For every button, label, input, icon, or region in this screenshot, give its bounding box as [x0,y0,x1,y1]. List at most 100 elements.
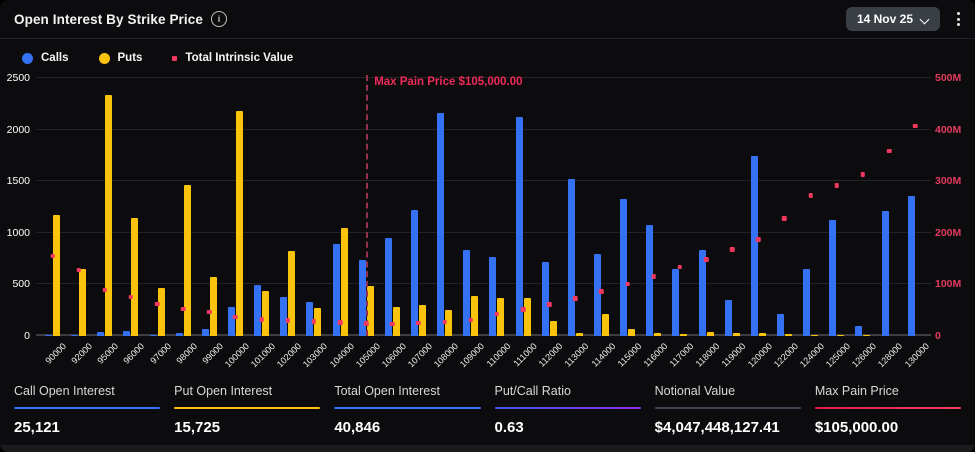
calls-bar[interactable] [227,306,235,336]
bar-group-119000[interactable] [724,78,740,336]
bar-group-107000[interactable] [410,78,426,336]
calls-bar[interactable] [698,250,706,336]
intrinsic-value-dot[interactable] [677,264,683,270]
puts-bar[interactable] [314,308,322,336]
puts-bar[interactable] [157,287,165,336]
puts-bar[interactable] [523,297,531,336]
bar-group-114000[interactable] [593,78,609,336]
puts-bar[interactable] [340,227,348,336]
puts-bar[interactable] [445,309,453,336]
puts-bar[interactable] [680,334,688,336]
calls-bar[interactable] [567,179,575,336]
intrinsic-value-dot[interactable] [363,321,369,326]
calls-bar[interactable] [907,196,915,336]
calls-bar[interactable] [332,244,340,336]
puts-bar[interactable] [628,328,636,336]
bar-group-110000[interactable] [489,78,505,336]
bar-group-98000[interactable] [175,78,191,336]
calls-bar[interactable] [829,219,837,336]
puts-bar[interactable] [732,332,740,336]
bar-group-104000[interactable] [332,78,348,336]
puts-bar[interactable] [105,95,113,336]
info-icon[interactable]: i [210,11,227,27]
bar-group-112000[interactable] [541,78,557,336]
calls-bar[interactable] [750,155,758,336]
intrinsic-value-dot[interactable] [651,274,656,279]
calls-bar[interactable] [593,254,601,336]
calls-bar[interactable] [646,224,654,336]
calls-bar[interactable] [384,237,392,336]
puts-bar[interactable] [706,331,714,336]
bar-group-120000[interactable] [750,78,766,336]
bar-group-103000[interactable] [306,78,322,336]
bar-group-102000[interactable] [280,78,296,336]
puts-bar[interactable] [497,297,505,336]
intrinsic-value-dot[interactable] [599,289,604,294]
calls-bar[interactable] [97,332,105,336]
calls-bar[interactable] [280,297,288,336]
intrinsic-value-dot[interactable] [729,247,735,252]
bar-group-118000[interactable] [698,78,714,336]
puts-bar[interactable] [235,111,243,336]
calls-bar[interactable] [724,300,732,336]
puts-bar[interactable] [601,314,609,336]
intrinsic-value-dot[interactable] [756,237,761,242]
bar-group-108000[interactable] [437,78,453,336]
puts-bar[interactable] [79,268,87,336]
legend-item-puts[interactable]: Puts [98,52,142,64]
intrinsic-value-dot[interactable] [102,287,108,293]
bar-group-116000[interactable] [646,78,662,336]
calls-bar[interactable] [201,328,209,336]
intrinsic-value-dot[interactable] [416,320,421,326]
calls-bar[interactable] [776,314,784,336]
puts-bar[interactable] [837,335,845,336]
bar-group-95000[interactable] [97,78,113,336]
bar-group-92000[interactable] [71,78,87,336]
bar-group-106000[interactable] [384,78,400,336]
expiry-date-dropdown[interactable]: 14 Nov 25 [845,7,940,31]
intrinsic-value-dot[interactable] [76,267,81,273]
puts-bar[interactable] [784,334,792,336]
intrinsic-value-dot[interactable] [311,319,317,324]
bar-group-125000[interactable] [829,78,845,336]
calls-bar[interactable] [803,269,811,336]
calls-bar[interactable] [71,334,79,336]
intrinsic-value-dot[interactable] [233,314,238,320]
calls-bar[interactable] [541,262,549,336]
calls-bar[interactable] [123,330,131,336]
puts-bar[interactable] [654,332,662,336]
calls-bar[interactable] [358,259,366,336]
bar-group-115000[interactable] [620,78,636,336]
intrinsic-value-dot[interactable] [442,319,447,325]
bar-group-99000[interactable] [201,78,217,336]
calls-bar[interactable] [620,198,628,336]
puts-bar[interactable] [262,291,270,336]
bar-group-122000[interactable] [776,78,792,336]
puts-bar[interactable] [392,307,400,336]
bar-group-101000[interactable] [254,78,270,336]
intrinsic-value-dot[interactable] [912,123,918,128]
puts-bar[interactable] [366,285,374,336]
bar-group-124000[interactable] [803,78,819,336]
calls-bar[interactable] [410,209,418,336]
bar-group-128000[interactable] [881,78,897,336]
intrinsic-value-dot[interactable] [808,193,813,198]
puts-bar[interactable] [418,305,426,336]
puts-bar[interactable] [288,250,296,336]
calls-bar[interactable] [149,334,157,336]
bar-group-96000[interactable] [123,78,139,336]
puts-bar[interactable] [811,335,819,336]
bar-group-126000[interactable] [855,78,871,336]
intrinsic-value-dot[interactable] [520,307,526,312]
intrinsic-value-dot[interactable] [834,183,839,188]
intrinsic-value-dot[interactable] [468,317,473,323]
intrinsic-value-dot[interactable] [860,172,866,177]
intrinsic-value-dot[interactable] [782,216,787,221]
bar-group-100000[interactable] [227,78,243,336]
intrinsic-value-dot[interactable] [494,311,500,317]
puts-bar[interactable] [183,184,191,336]
puts-bar[interactable] [863,335,871,336]
puts-bar[interactable] [549,321,557,336]
intrinsic-value-dot[interactable] [207,309,212,315]
calls-bar[interactable] [855,325,863,336]
